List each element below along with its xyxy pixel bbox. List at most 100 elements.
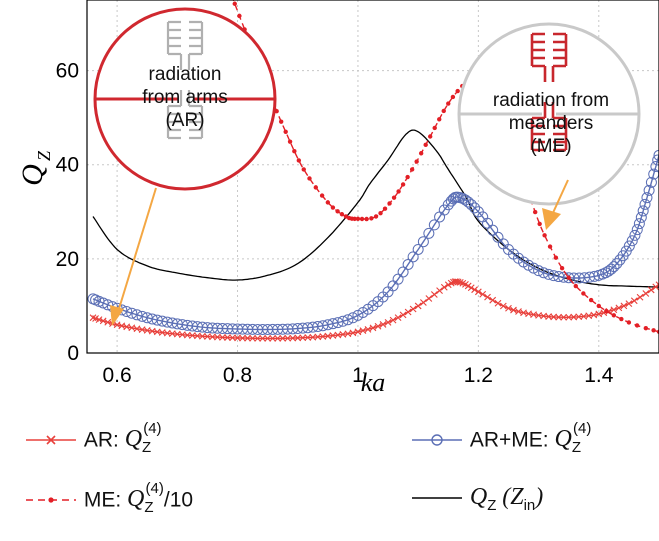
marker-point-me (283, 129, 288, 134)
marker-point-ar (615, 304, 623, 312)
marker-point-me (547, 244, 553, 249)
marker-point-ar (447, 279, 455, 287)
bubble-text-meanders-line: (ME) (530, 136, 571, 157)
marker-point-me (428, 134, 433, 139)
marker-point-me (611, 313, 617, 318)
marker-point-ar (647, 286, 655, 294)
marker-point-arme (605, 263, 617, 275)
marker-point-ar (430, 291, 438, 298)
marker-point-ar (419, 299, 427, 306)
marker-point-me (409, 167, 415, 172)
marker-point-arme (629, 229, 641, 241)
marker-point-arme (97, 297, 109, 309)
marker-point-arme (136, 310, 148, 322)
y-tick-label: 20 (56, 248, 79, 271)
marker-point-arme (637, 205, 649, 217)
marker-point-ar (239, 334, 246, 342)
marker-point-me (573, 283, 578, 289)
marker-point-ar (652, 283, 659, 291)
bubble-text-meanders-line: meanders (509, 113, 594, 134)
marker-point-me (588, 297, 594, 303)
marker-point-ar (133, 325, 141, 333)
marker-point-me (532, 209, 538, 215)
marker-point-arme (337, 315, 349, 327)
marker-point-arme (600, 267, 612, 279)
marker-point-ar (467, 284, 475, 292)
marker-point-ar (269, 335, 277, 342)
arrow-arms-shaft (117, 187, 157, 313)
marker-point-ar (219, 333, 226, 341)
marker-point-me (301, 167, 306, 172)
marker-point-ar (128, 324, 136, 332)
legend-swatch-arme (412, 434, 462, 447)
marker-point-ar (464, 282, 472, 290)
marker-point-ar (630, 297, 638, 305)
marker-point-ar (499, 302, 507, 310)
marker-point-me (287, 139, 293, 144)
y-tick-label: 40 (56, 154, 79, 177)
marker-point-me (423, 142, 428, 148)
marker-point-arme (402, 258, 414, 270)
marker-point-me (566, 275, 571, 280)
marker-point-me (619, 316, 624, 322)
marker-point-ar (369, 324, 377, 332)
marker-point-ar (359, 327, 367, 335)
marker-point-me (369, 216, 374, 221)
marker-point-arme (465, 199, 477, 211)
marker-point-arme (573, 272, 585, 284)
marker-point-ar (389, 316, 397, 324)
marker-point-arme (631, 224, 643, 236)
marker-point-me (232, 1, 237, 6)
marker-point-ar (274, 334, 282, 342)
legend-label-me: ME: (83, 488, 122, 512)
marker-point-ar (95, 316, 103, 323)
marker-point-arme (141, 312, 153, 324)
marker-point-me (553, 255, 559, 260)
marker-point-me (237, 13, 242, 19)
marker-point-ar (394, 314, 402, 322)
marker-point-arme (428, 219, 440, 231)
marker-point-ar (565, 313, 573, 321)
legend-suffix-me: /10 (163, 488, 194, 512)
legend-math-arme: QZ(4) (554, 420, 592, 456)
marker-point-me (330, 205, 336, 210)
marker-point-ar (123, 323, 131, 331)
marker-point-me (352, 216, 357, 222)
legend-math-qz: QZ (469, 484, 497, 514)
marker-point-arme (533, 265, 545, 277)
series-arme (87, 149, 659, 335)
legend-item-arme: AR+ME: QZ(4) (410, 420, 592, 456)
x-tick-label: 0.8 (223, 364, 252, 387)
marker-point-me (400, 182, 406, 187)
marker-point-ar (409, 305, 417, 313)
marker-point-ar (249, 334, 256, 342)
marker-point-arme (482, 217, 494, 229)
marker-point-me (359, 216, 365, 222)
x-axis-label: ka (361, 368, 386, 397)
marker-point-ar (484, 293, 491, 301)
marker-point-ar (289, 334, 297, 342)
marker-point-ar (99, 317, 107, 325)
marker-point-ar (515, 308, 522, 315)
marker-point-ar (590, 311, 598, 319)
marker-point-arme (643, 184, 655, 196)
marker-point-me (643, 325, 649, 331)
marker-point-arme (347, 312, 359, 324)
marker-point-arme (528, 262, 540, 274)
marker-point-me (343, 214, 349, 219)
marker-point-arme (652, 154, 659, 166)
marker-point-ar (279, 334, 287, 342)
marker-point-ar (425, 295, 433, 302)
series-ar (89, 278, 659, 342)
marker-point-arme (423, 227, 435, 239)
y-tick-label: 0 (67, 342, 79, 365)
marker-point-me (335, 209, 340, 214)
marker-point-ar (489, 296, 497, 304)
marker-point-me (296, 158, 302, 163)
marker-point-ar (479, 290, 487, 298)
marker-point-ar (636, 293, 644, 301)
arrow-meanders-head (542, 208, 561, 230)
marker-point-arme (639, 198, 651, 210)
